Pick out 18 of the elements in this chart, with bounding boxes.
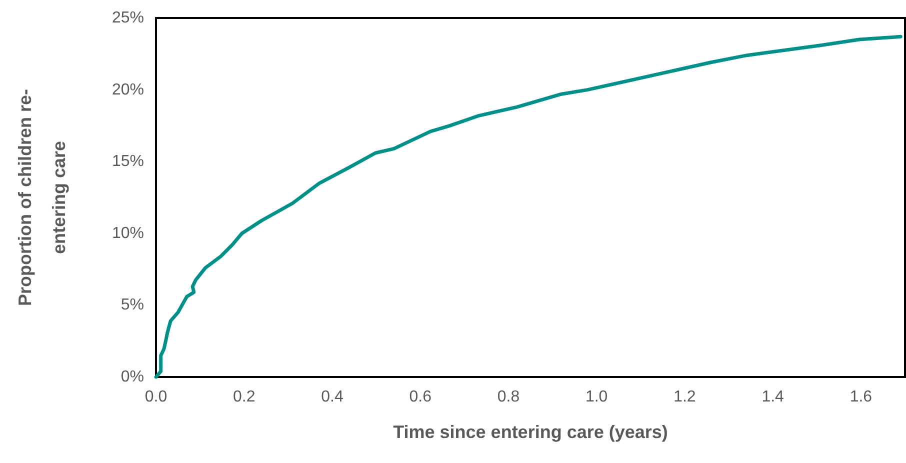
x-axis-title: Time since entering care (years) xyxy=(393,422,668,442)
y-axis-title: Proportion of children re- entering care xyxy=(15,88,69,306)
x-tick-label: 1.6 xyxy=(850,388,872,406)
y-tick-label: 10% xyxy=(112,224,144,242)
x-tick-label: 0.0 xyxy=(144,388,168,406)
x-tick-label: 0.2 xyxy=(232,388,256,406)
y-tick-label: 20% xyxy=(112,81,144,98)
y-tick-label: 5% xyxy=(120,296,144,314)
x-tick-label: 1.2 xyxy=(674,388,696,406)
x-tick-label: 0.8 xyxy=(497,388,520,406)
x-tick-label: 1.4 xyxy=(762,388,784,406)
x-tick-label: 1.0 xyxy=(585,388,608,406)
y-tick-label: 25% xyxy=(112,10,144,26)
x-tick-label: 0.6 xyxy=(409,388,432,406)
line-series xyxy=(154,34,902,379)
y-tick-label: 0% xyxy=(120,368,144,386)
x-tick-label: 0.4 xyxy=(321,388,344,406)
y-tick-label: 15% xyxy=(112,153,144,170)
